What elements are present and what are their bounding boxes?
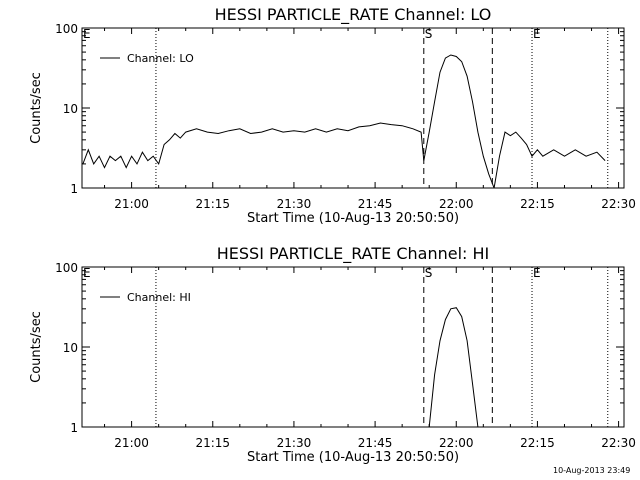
x-axis-label: Start Time (10-Aug-13 20:50:50) <box>247 450 459 465</box>
y-tick-label: 10 <box>63 341 78 355</box>
legend-entry: Channel: HI <box>127 291 191 304</box>
y-tick-label: 10 <box>63 102 78 116</box>
x-tick-label: 21:45 <box>358 197 393 211</box>
x-axis-label: Start Time (10-Aug-13 20:50:50) <box>247 211 459 226</box>
y-axis-label: Counts/sec <box>29 311 44 383</box>
marker-label: E <box>533 27 541 41</box>
series-line <box>428 307 479 427</box>
y-axis-label: Counts/sec <box>29 72 44 144</box>
x-tick-label: 22:15 <box>520 197 555 211</box>
x-tick-label: 21:45 <box>358 436 393 450</box>
marker-label: S <box>425 266 433 280</box>
marker-label: E <box>533 266 541 280</box>
chart-title: HESSI PARTICLE_RATE Channel: HI <box>217 244 490 264</box>
chart-title: HESSI PARTICLE_RATE Channel: LO <box>215 5 492 25</box>
x-tick-label: 22:00 <box>439 197 474 211</box>
x-tick-label: 21:15 <box>195 436 230 450</box>
x-tick-label: 22:30 <box>601 197 636 211</box>
y-tick-label: 1 <box>70 421 78 435</box>
x-tick-label: 22:15 <box>520 436 555 450</box>
y-tick-label: 100 <box>55 261 78 275</box>
x-tick-label: 21:15 <box>195 197 230 211</box>
footer-timestamp: 10-Aug-2013 23:49 <box>553 466 631 475</box>
x-tick-label: 21:30 <box>277 436 312 450</box>
x-tick-label: 21:30 <box>277 197 312 211</box>
x-tick-label: 22:00 <box>439 436 474 450</box>
y-tick-label: 100 <box>55 22 78 36</box>
marker-label: S <box>425 27 433 41</box>
x-tick-label: 21:00 <box>114 436 149 450</box>
x-tick-label: 22:30 <box>601 436 636 450</box>
marker-label: E <box>83 266 91 280</box>
marker-label: E <box>83 27 91 41</box>
x-tick-label: 21:00 <box>114 197 149 211</box>
series-line <box>82 54 606 188</box>
legend-entry: Channel: LO <box>127 52 194 65</box>
y-tick-label: 1 <box>70 182 78 196</box>
